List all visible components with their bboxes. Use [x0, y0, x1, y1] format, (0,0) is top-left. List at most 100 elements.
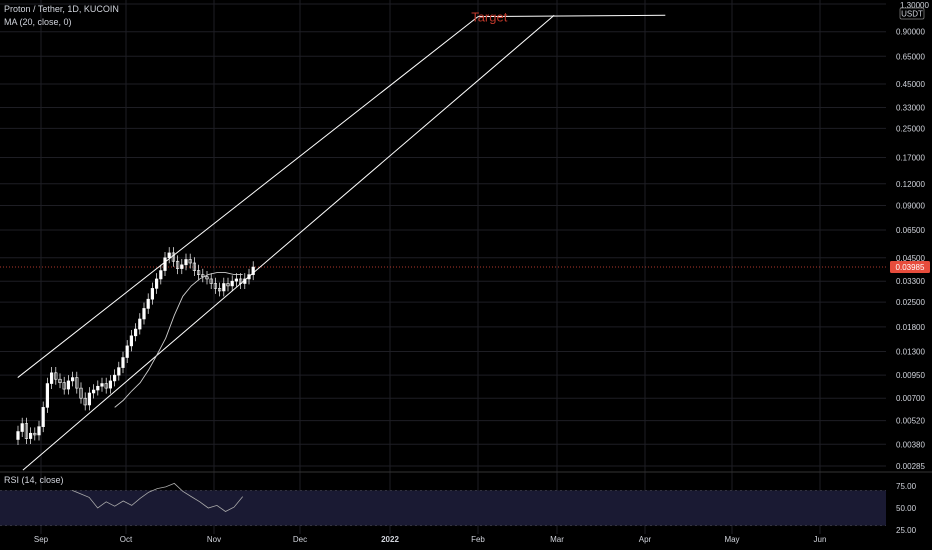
candle-body — [163, 257, 167, 271]
candle-body — [100, 383, 104, 387]
ma-line — [114, 272, 243, 408]
candle-body — [213, 283, 218, 289]
candle-body — [83, 397, 87, 406]
ma-legend[interactable]: MA (20, close, 0) — [4, 17, 72, 27]
time-tick-label: Nov — [207, 535, 221, 544]
price-tick-label: 0.06500 — [896, 226, 925, 235]
price-tick-label: 0.03300 — [896, 277, 925, 286]
price-tick-label: 0.90000 — [896, 28, 925, 37]
target-annotation: Target — [471, 10, 508, 25]
candle-body — [243, 278, 247, 284]
candle-body — [192, 262, 197, 271]
candle-body — [129, 335, 134, 347]
rsi-axis: 75.00 50.00 25.00 — [896, 482, 917, 535]
candle-body — [71, 377, 75, 382]
price-tick-label: 0.12000 — [896, 180, 925, 189]
time-tick-label: Apr — [639, 535, 652, 544]
time-axis: Sep Oct Nov Dec 2022 Feb Mar Apr May Jun — [34, 535, 827, 544]
time-tick-label: Dec — [293, 535, 307, 544]
candle-body — [201, 274, 205, 278]
price-tick-label: 0.09000 — [896, 201, 925, 210]
channel-line — [22, 14, 555, 471]
rsi-tick-label: 50.00 — [896, 504, 917, 513]
price-tick-label: 0.01300 — [896, 347, 925, 356]
candle-body — [155, 278, 159, 289]
channel-line — [477, 14, 666, 18]
candle-body — [150, 288, 155, 300]
candle-body — [45, 383, 49, 408]
currency-label: USDT — [901, 10, 923, 19]
currency-tag: USDT — [899, 7, 925, 20]
candle-body — [239, 278, 243, 284]
candle-body — [218, 288, 222, 292]
candle-body — [222, 283, 226, 292]
rsi-band — [0, 490, 886, 526]
channel-line — [17, 16, 479, 378]
price-tick-label: 1.30000 — [900, 1, 929, 10]
candle-body — [167, 252, 171, 259]
price-tick-label: 0.00520 — [896, 417, 925, 426]
price-tick-label: 0.01800 — [896, 323, 925, 332]
current-price-tag: 0.03985 — [890, 260, 930, 273]
price-tick-label: 0.00950 — [896, 371, 925, 380]
candle-body — [37, 426, 41, 436]
candle-body — [87, 392, 91, 406]
candle-body — [28, 432, 33, 439]
price-tick-label: 0.25000 — [896, 124, 925, 133]
price-tick-label: 0.33000 — [896, 103, 925, 112]
candle-body — [171, 252, 176, 262]
candle-body — [146, 298, 150, 309]
time-tick-label: May — [724, 535, 739, 544]
candle-body — [58, 378, 62, 383]
candle-body — [247, 274, 251, 280]
time-tick-label: Jun — [814, 535, 827, 544]
price-tick-label: 0.00285 — [896, 462, 925, 471]
symbol-legend[interactable]: Proton / Tether, 1D, KUCOIN — [4, 4, 119, 14]
price-tick-label: 0.00700 — [896, 394, 925, 403]
candle-body — [205, 276, 209, 280]
candle-body — [134, 328, 138, 337]
time-tick-label: Oct — [120, 535, 133, 544]
candle-body — [117, 367, 121, 376]
candle-body — [188, 259, 192, 264]
candle-body — [54, 372, 58, 380]
candle-body — [226, 283, 230, 287]
candle-body — [230, 280, 234, 287]
candle-body — [75, 377, 79, 389]
candle-body — [96, 385, 100, 391]
candle-body — [108, 380, 112, 389]
candle-body — [234, 278, 239, 282]
candle-body — [125, 345, 129, 358]
trendlines — [17, 14, 666, 471]
candle-body — [79, 387, 83, 399]
candle-body — [121, 357, 125, 368]
time-tick-label: Sep — [34, 535, 49, 544]
rsi-legend[interactable]: RSI (14, close) — [4, 475, 64, 485]
price-axis: 0.90000 0.65000 0.45000 0.33000 0.25000 0.170… — [896, 1, 929, 471]
current-price-value: 0.03985 — [896, 263, 925, 272]
candle-body — [184, 259, 188, 266]
price-tick-label: 0.00380 — [896, 440, 925, 449]
candle-body — [62, 382, 66, 390]
candle-body — [180, 264, 184, 269]
candle-body — [113, 374, 117, 382]
candle-body — [176, 260, 180, 269]
candle-body — [41, 407, 45, 427]
rsi-tick-label: 25.00 — [896, 526, 917, 535]
price-tick-label: 0.04500 — [896, 254, 925, 263]
candle-body — [209, 278, 213, 284]
price-tick-label: 0.17000 — [896, 154, 925, 163]
price-tick-label: 0.65000 — [896, 52, 925, 61]
rsi-tick-label: 75.00 — [896, 482, 917, 491]
time-tick-label: Feb — [471, 535, 485, 544]
candle-body — [92, 389, 96, 394]
rsi-line — [72, 482, 244, 512]
candle-body — [251, 266, 255, 275]
time-tick-label: Mar — [550, 535, 564, 544]
candle-body — [20, 423, 24, 432]
candle-body — [159, 270, 163, 280]
candle-body — [197, 270, 201, 275]
candle-body — [104, 383, 108, 389]
candle-body — [49, 372, 54, 384]
